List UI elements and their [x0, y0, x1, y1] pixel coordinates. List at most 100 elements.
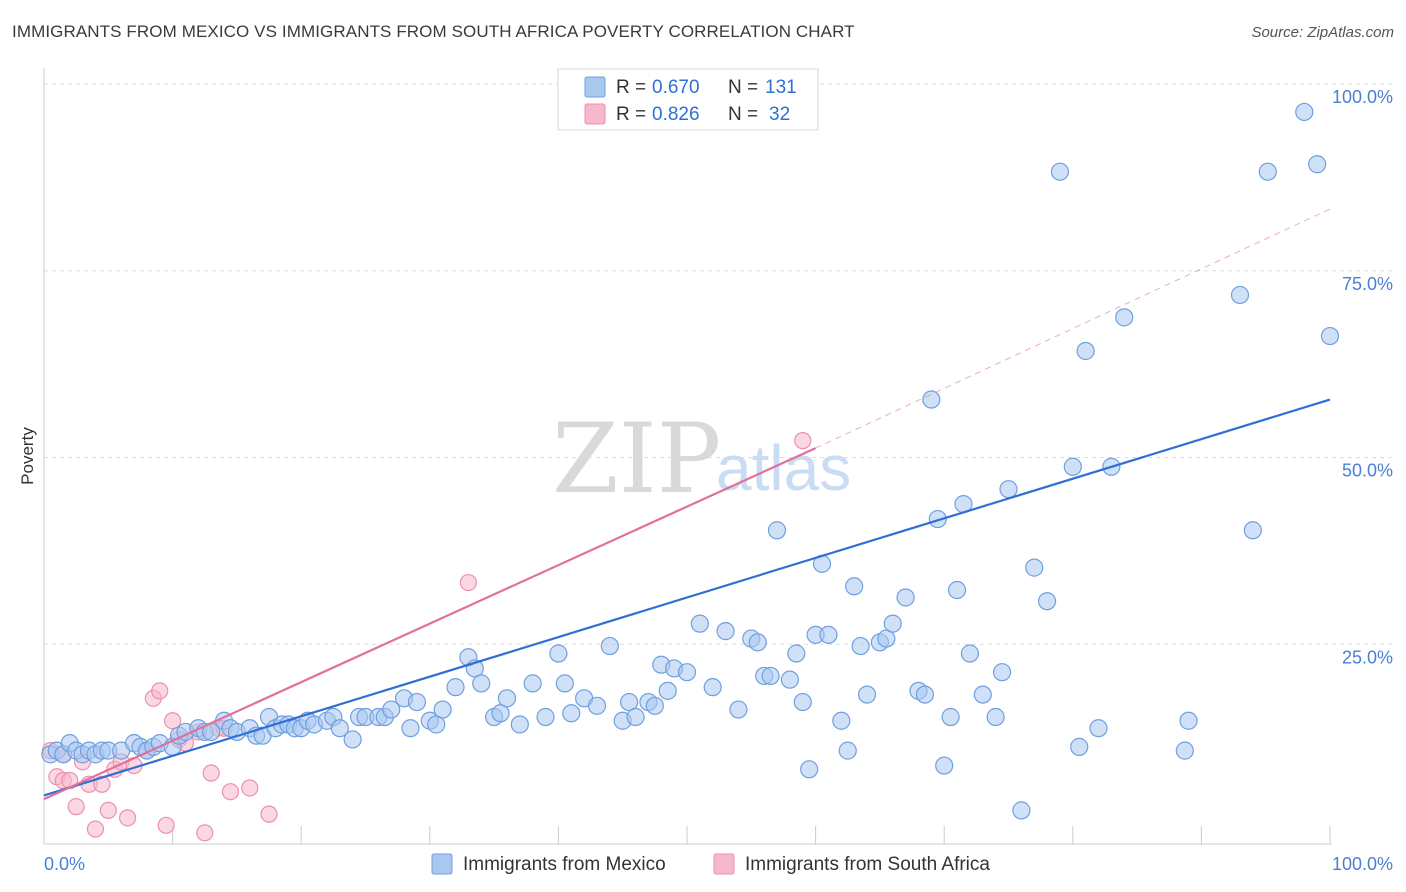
point-mexico	[446, 678, 465, 697]
point-mexico	[626, 707, 645, 727]
y-tick-label: 100.0%	[1332, 87, 1393, 107]
y-tick-label: 75.0%	[1342, 274, 1393, 294]
point-mexico	[1089, 719, 1108, 738]
legend-sa-r-label: R =	[616, 104, 646, 125]
legend-bottom-sa-label: Immigrants from South Africa	[745, 854, 990, 875]
point-mexico	[343, 730, 362, 749]
point-mexico	[986, 707, 1005, 727]
point-mexico	[1070, 737, 1089, 756]
point-mexico	[819, 625, 838, 644]
legend-sa-n-value: 32	[769, 104, 790, 125]
point-mexico	[620, 692, 639, 712]
point-mexico	[883, 614, 902, 633]
point-south-africa	[260, 805, 278, 823]
point-south-africa	[241, 779, 259, 797]
point-mexico	[1175, 741, 1194, 760]
point-mexico	[851, 636, 870, 656]
point-mexico	[677, 663, 697, 682]
point-mexico	[832, 711, 851, 730]
point-mexico	[767, 521, 787, 540]
point-south-africa	[202, 764, 220, 782]
point-mexico	[645, 696, 664, 715]
point-south-africa	[221, 783, 240, 801]
point-mexico	[960, 644, 980, 663]
point-mexico	[536, 707, 555, 727]
point-mexico	[658, 681, 677, 700]
legend-sa-r-value: 0.826	[652, 104, 700, 125]
point-mexico	[1258, 162, 1277, 181]
y-tick-labels: 25.0% 50.0% 75.0% 100.0%	[1332, 87, 1393, 667]
point-south-africa	[86, 820, 105, 838]
point-south-africa	[196, 824, 214, 842]
legend-top: R = 0.670 N = 131 R = 0.826 N = 32	[557, 68, 819, 131]
point-mexico	[1230, 285, 1250, 305]
point-mexico	[999, 480, 1018, 499]
point-mexico	[549, 644, 568, 663]
point-south-africa	[93, 775, 111, 793]
point-mexico	[896, 588, 915, 607]
point-mexico	[748, 633, 767, 652]
point-south-africa	[67, 798, 85, 816]
point-mexico	[407, 692, 427, 712]
point-mexico	[941, 707, 960, 727]
trend-lines	[43, 208, 1331, 801]
trend-line-south-africa-extension	[815, 208, 1331, 449]
legend-mexico-swatch	[584, 76, 606, 98]
watermark-atlas: atlas	[716, 432, 851, 504]
point-mexico	[600, 636, 619, 656]
source-label: Source: ZipAtlas.com	[1251, 24, 1394, 41]
y-tick-label: 25.0%	[1342, 647, 1393, 667]
point-mexico	[382, 700, 401, 719]
point-mexico	[1243, 521, 1262, 540]
point-mexico	[947, 580, 967, 600]
point-mexico	[1050, 162, 1070, 181]
point-south-africa	[794, 432, 812, 450]
point-mexico	[935, 756, 954, 775]
series-mexico-points	[41, 102, 1340, 820]
point-mexico	[928, 509, 947, 529]
legend-bottom-mexico-swatch	[431, 853, 453, 875]
y-tick-label: 50.0%	[1342, 461, 1393, 481]
point-mexico	[780, 670, 799, 689]
point-mexico	[1076, 341, 1095, 361]
legend-mexico-n-value: 131	[765, 77, 797, 98]
point-mexico	[555, 674, 574, 693]
point-mexico	[793, 692, 812, 712]
legend-sa-swatch	[584, 103, 606, 125]
legend-bottom-sa-swatch	[713, 853, 735, 875]
legend-mexico-r-label: R =	[616, 77, 646, 98]
point-mexico	[761, 666, 780, 686]
point-mexico	[1295, 102, 1314, 122]
point-mexico	[729, 700, 748, 719]
point-south-africa	[459, 573, 477, 592]
legend-bottom-mexico-label: Immigrants from Mexico	[463, 854, 666, 875]
point-mexico	[433, 700, 452, 719]
legend-sa-n-label: N =	[728, 104, 758, 125]
chart-title: IMMIGRANTS FROM MEXICO VS IMMIGRANTS FRO…	[12, 22, 855, 41]
point-mexico	[472, 674, 491, 693]
point-mexico	[1320, 326, 1340, 346]
point-mexico	[1308, 155, 1327, 174]
point-mexico	[716, 622, 735, 641]
point-mexico	[690, 614, 709, 633]
watermark-zip: ZIP	[552, 403, 721, 515]
x-tick-max: 100.0%	[1332, 854, 1393, 874]
x-tick-min: 0.0%	[44, 854, 85, 874]
trend-line-mexico	[43, 398, 1331, 797]
point-mexico	[497, 689, 517, 708]
point-mexico	[1179, 711, 1198, 730]
point-mexico	[587, 696, 607, 715]
point-mexico	[877, 629, 896, 648]
point-mexico	[915, 685, 935, 704]
point-south-africa	[164, 712, 182, 730]
point-mexico	[922, 390, 941, 409]
y-axis-label: Poverty	[18, 427, 37, 485]
point-mexico	[510, 715, 529, 734]
point-mexico	[1037, 592, 1057, 611]
x-tick-marks	[43, 826, 1331, 844]
point-mexico	[523, 674, 542, 693]
point-mexico	[401, 719, 420, 738]
point-south-africa	[118, 809, 137, 827]
legend-mexico-r-value: 0.670	[652, 77, 700, 98]
